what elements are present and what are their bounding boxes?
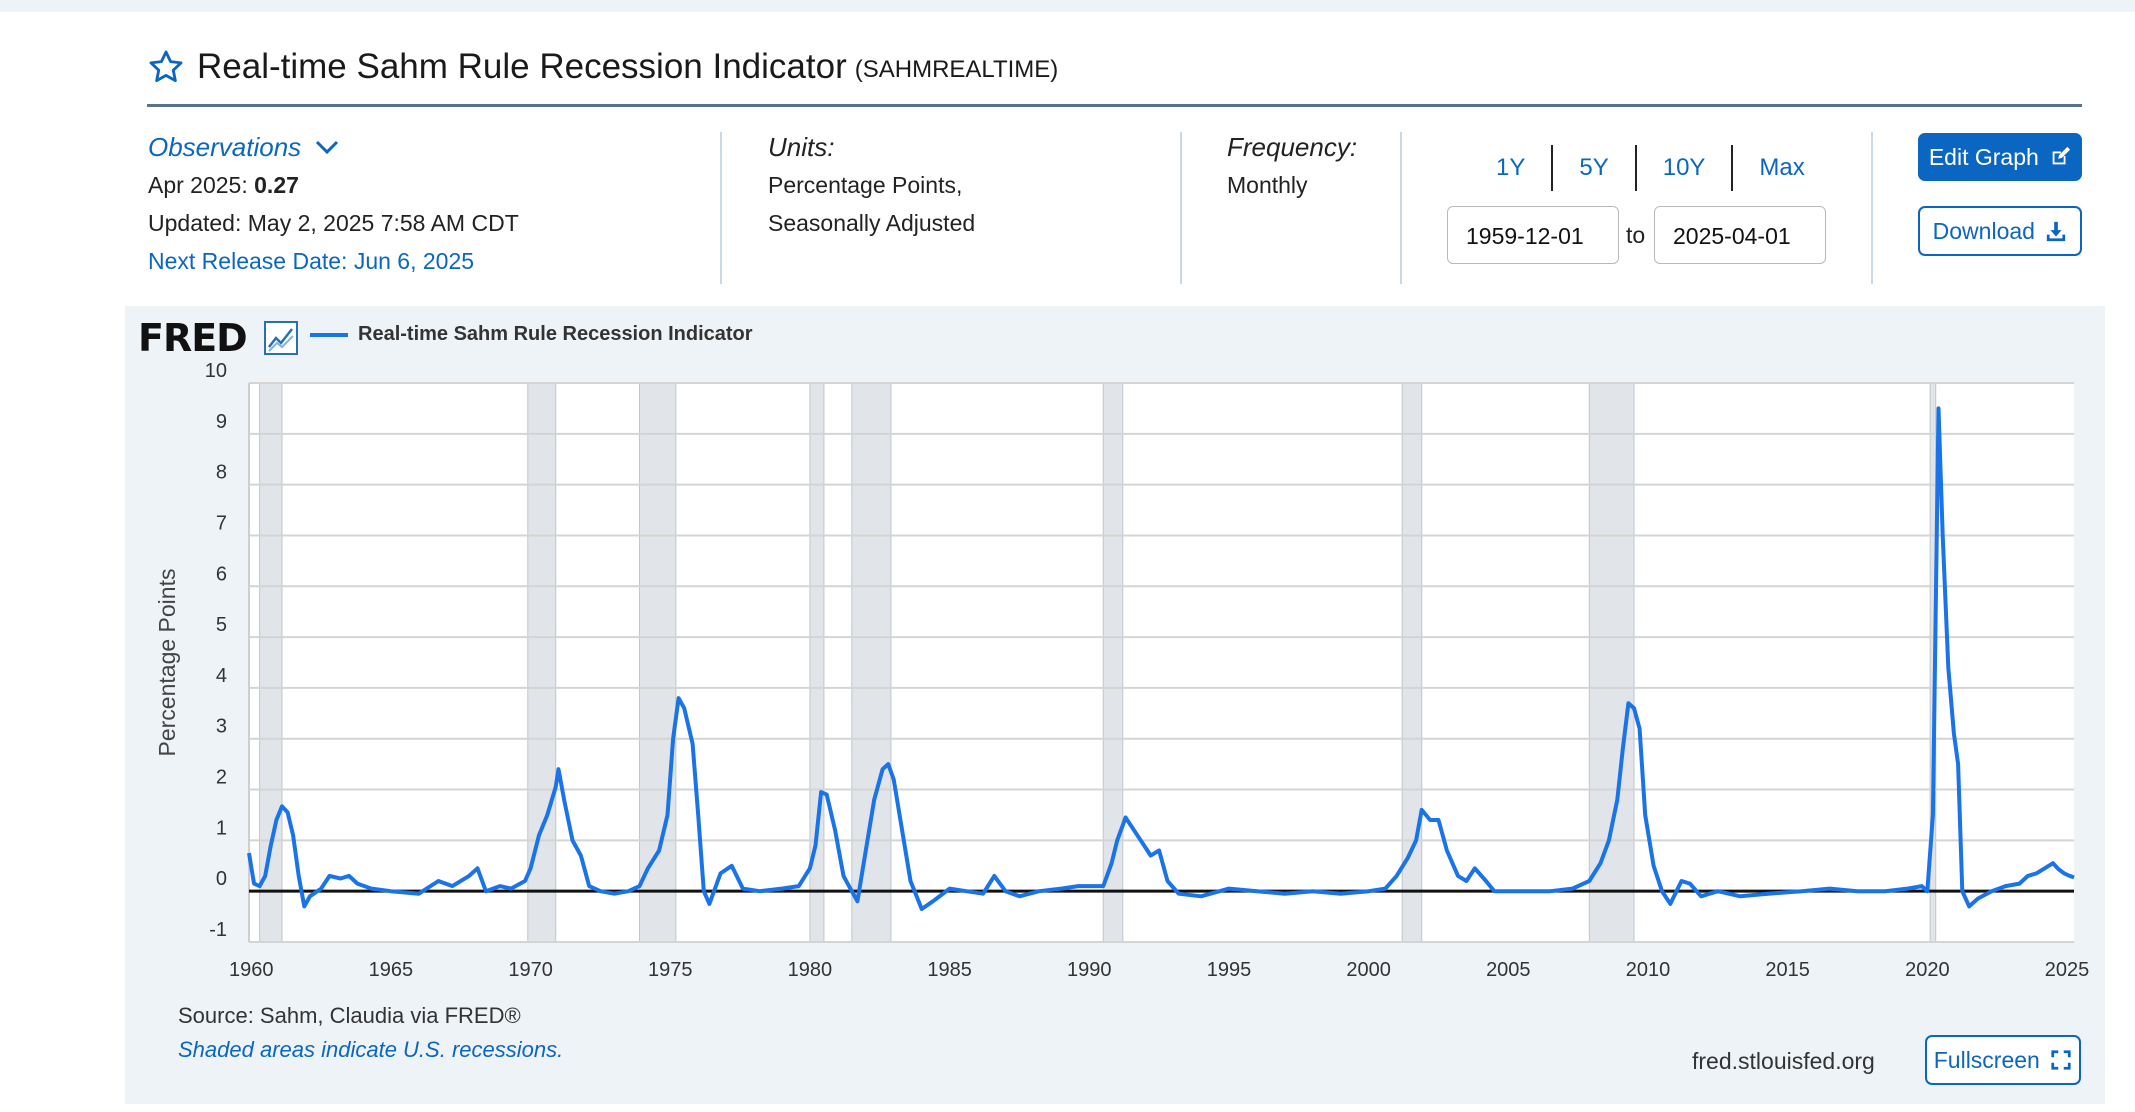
- observation-value: 0.27: [254, 172, 299, 198]
- chart-icon: [264, 321, 298, 355]
- x-tick-label: 1995: [1207, 959, 1252, 981]
- fred-logo: FRED: [138, 316, 248, 360]
- x-tick-label: 2010: [1626, 959, 1671, 981]
- date-to-label: to: [1626, 222, 1646, 248]
- download-icon: [2047, 221, 2066, 242]
- y-tick-label: 5: [216, 614, 227, 636]
- title-row: Real-time Sahm Rule Recession Indicator …: [147, 44, 1058, 90]
- title-divider: [147, 104, 2082, 107]
- download-button[interactable]: Download: [1918, 206, 2082, 256]
- legend-series-name: Real-time Sahm Rule Recession Indicator: [358, 323, 753, 345]
- frequency-label: Frequency:: [1227, 132, 1358, 162]
- edit-icon: [2052, 146, 2071, 165]
- observations-label: Observations: [148, 132, 302, 162]
- y-tick-label: 7: [216, 512, 227, 534]
- legend-line-swatch: [310, 332, 348, 337]
- next-release-link[interactable]: Next Release Date: Jun 6, 2025: [148, 248, 475, 274]
- y-tick-label: 3: [216, 716, 227, 738]
- fullscreen-icon: [2051, 1050, 2071, 1070]
- y-tick-label: 8: [216, 462, 227, 484]
- x-tick-label: 1990: [1067, 959, 1112, 981]
- recession-band: [1588, 382, 1635, 943]
- end-date-input[interactable]: 2025-04-01: [1654, 206, 1826, 264]
- x-tick-label: 2015: [1765, 959, 1810, 981]
- x-tick-label: 1970: [508, 959, 553, 981]
- series-code: (SAHMREALTIME): [854, 56, 1059, 83]
- x-tick-label: 2025: [2045, 959, 2090, 981]
- recession-note-link[interactable]: Shaded areas indicate U.S. recessions.: [178, 1037, 564, 1062]
- edit-graph-button[interactable]: Edit Graph: [1918, 133, 2082, 181]
- x-tick-label: 1985: [927, 959, 972, 981]
- y-tick-label: 10: [205, 360, 227, 382]
- units-line2: Seasonally Adjusted: [768, 210, 976, 236]
- download-label: Download: [1932, 218, 2035, 244]
- y-tick-label: -1: [209, 919, 227, 941]
- recession-band: [851, 382, 892, 943]
- updated-text: Updated: May 2, 2025 7:58 AM CDT: [148, 210, 519, 236]
- chevron-down-icon: [316, 140, 339, 155]
- chart-legend: Real-time Sahm Rule Recession Indicator: [310, 323, 753, 346]
- divider: [1180, 132, 1182, 284]
- x-tick-label: 2000: [1346, 959, 1391, 981]
- range-separator: [1551, 145, 1554, 191]
- y-tick-label: 1: [216, 817, 227, 839]
- series-line: [247, 406, 2075, 911]
- top-strip: [0, 0, 2135, 12]
- fred-site-text: fred.stlouisfed.org: [1692, 1048, 1875, 1074]
- source-text: Source: Sahm, Claudia via FRED®: [178, 1003, 521, 1028]
- x-tick-label: 1975: [648, 959, 693, 981]
- range-buttons: 1Y 5Y 10Y Max: [1470, 145, 1831, 191]
- observations-panel: Observations Apr 2025: 0.27 Updated: May…: [148, 128, 519, 280]
- fullscreen-label: Fullscreen: [1933, 1047, 2040, 1073]
- range-separator: [1731, 145, 1734, 191]
- y-tick-label: 6: [216, 563, 227, 585]
- recession-band: [639, 382, 677, 943]
- divider: [1871, 132, 1873, 284]
- range-5y-button[interactable]: 5Y: [1579, 154, 1609, 181]
- frequency-panel: Frequency: Monthly: [1227, 128, 1357, 204]
- x-tick-label: 1965: [369, 959, 414, 981]
- recession-band: [259, 382, 283, 943]
- fullscreen-button[interactable]: Fullscreen: [1925, 1035, 2081, 1085]
- star-icon[interactable]: [147, 48, 185, 86]
- x-tick-label: 2005: [1486, 959, 1531, 981]
- start-date-input[interactable]: 1959-12-01: [1447, 206, 1619, 264]
- recession-band: [1401, 382, 1423, 943]
- observation-date: Apr 2025:: [148, 172, 248, 198]
- y-tick-label: 2: [216, 767, 227, 789]
- range-separator: [1634, 145, 1637, 191]
- y-tick-label: 9: [216, 411, 227, 433]
- x-tick-label: 1980: [788, 959, 833, 981]
- units-label: Units:: [768, 132, 835, 162]
- units-line1: Percentage Points,: [768, 172, 963, 198]
- y-tick-label: 0: [216, 868, 227, 890]
- edit-graph-label: Edit Graph: [1928, 144, 2039, 170]
- divider: [1400, 132, 1402, 284]
- y-axis-label: Percentage Points: [154, 569, 180, 757]
- units-panel: Units: Percentage Points, Seasonally Adj…: [768, 128, 975, 242]
- range-max-button[interactable]: Max: [1759, 154, 1805, 181]
- latest-observation: Apr 2025: 0.27: [148, 166, 519, 204]
- page-title: Real-time Sahm Rule Recession Indicator: [197, 47, 847, 86]
- range-1y-button[interactable]: 1Y: [1496, 154, 1526, 181]
- x-tick-label: 2020: [1905, 959, 1950, 981]
- x-tick-label: 1960: [229, 959, 274, 981]
- range-10y-button[interactable]: 10Y: [1662, 154, 1706, 181]
- observations-toggle[interactable]: Observations: [148, 128, 519, 166]
- y-tick-label: 4: [216, 665, 227, 687]
- divider: [720, 132, 722, 284]
- frequency-value: Monthly: [1227, 172, 1308, 198]
